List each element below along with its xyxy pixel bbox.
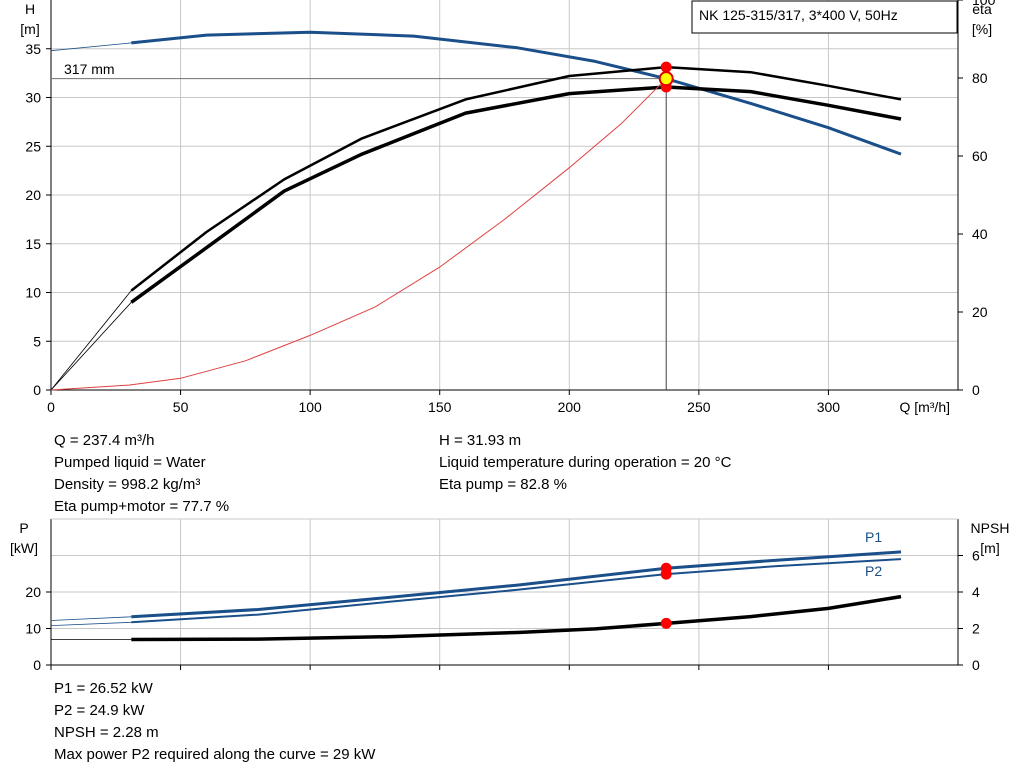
series-line bbox=[131, 550, 902, 619]
y-tick-label-left: 35 bbox=[25, 41, 41, 57]
x-tick-label: 200 bbox=[558, 399, 582, 415]
info-line: P2 = 24.9 kW bbox=[54, 702, 145, 719]
x-axis-label: Q [m³/h] bbox=[899, 399, 950, 415]
y-tick-label-right: 80 bbox=[972, 70, 988, 86]
operating-point-marker bbox=[658, 71, 674, 87]
y-tick-label-left: 20 bbox=[25, 187, 41, 203]
y-tick-label-right: 4 bbox=[972, 584, 980, 600]
y-axis-unit-right: [%] bbox=[972, 21, 992, 37]
y-tick-label-right: 40 bbox=[972, 226, 988, 242]
info-line: Pumped liquid = Water bbox=[54, 454, 206, 471]
y-axis-label-left: P bbox=[19, 520, 28, 536]
info-top-left: Q = 237.4 m³/h Pumped liquid = Water Den… bbox=[54, 430, 229, 518]
duty-point-marker bbox=[660, 617, 672, 629]
y-tick-label-left: 10 bbox=[25, 285, 41, 301]
info-line: NPSH = 2.28 m bbox=[54, 724, 159, 741]
info-line: Density = 998.2 kg/m³ bbox=[54, 476, 201, 493]
series-line bbox=[130, 65, 902, 292]
y-tick-label-right: 0 bbox=[972, 657, 980, 673]
info-line: Liquid temperature during operation = 20… bbox=[439, 454, 732, 471]
x-tick-label: 150 bbox=[428, 399, 452, 415]
series-line bbox=[131, 30, 902, 156]
curve-annotation: 317 mm bbox=[64, 61, 115, 77]
info-line: Q = 237.4 m³/h bbox=[54, 432, 155, 449]
y-tick-label-right: 60 bbox=[972, 148, 988, 164]
series-extrapolation-line bbox=[50, 302, 132, 391]
series-extrapolation-line bbox=[50, 42, 132, 52]
y-tick-label-left: 20 bbox=[25, 584, 41, 600]
info-top-right: H = 31.93 m Liquid temperature during op… bbox=[439, 430, 731, 496]
y-axis-unit-left: [m] bbox=[20, 21, 39, 37]
x-tick-label: 0 bbox=[47, 399, 55, 415]
info-bottom: P1 = 26.52 kW P2 = 24.9 kW NPSH = 2.28 m… bbox=[54, 678, 375, 766]
info-line: H = 31.93 m bbox=[439, 432, 522, 449]
y-axis-label-right: eta bbox=[972, 1, 992, 17]
series-line bbox=[130, 85, 902, 304]
y-tick-label-left: 10 bbox=[25, 621, 41, 637]
y-tick-label-left: 5 bbox=[33, 333, 41, 349]
info-line: P1 = 26.52 kW bbox=[54, 680, 153, 697]
y-tick-label-left: 0 bbox=[33, 382, 41, 398]
chart-title: NK 125-315/317, 3*400 V, 50Hz bbox=[699, 7, 898, 23]
y-tick-label-right: 0 bbox=[972, 382, 980, 398]
y-tick-label-right: 6 bbox=[972, 548, 980, 564]
y-tick-label-left: 0 bbox=[33, 657, 41, 673]
y-axis-unit-right: [m] bbox=[980, 540, 999, 556]
y-tick-label-left: 30 bbox=[25, 90, 41, 106]
info-line: Eta pump+motor = 77.7 % bbox=[54, 498, 230, 515]
info-line: Max power P2 required along the curve = … bbox=[54, 746, 376, 763]
info-line: Eta pump = 82.8 % bbox=[439, 476, 567, 493]
series-label-p2: P2 bbox=[865, 563, 882, 579]
y-tick-label-right: 2 bbox=[972, 621, 980, 637]
y-axis-label-left: H bbox=[25, 1, 35, 17]
duty-point-marker bbox=[660, 568, 672, 580]
series-extrapolation-line bbox=[50, 621, 132, 626]
series-extrapolation-line bbox=[50, 290, 132, 391]
x-tick-label: 50 bbox=[173, 399, 189, 415]
x-tick-label: 100 bbox=[298, 399, 322, 415]
y-tick-label-right: 100 bbox=[972, 0, 996, 8]
series-line bbox=[131, 558, 902, 624]
series-label-p1: P1 bbox=[865, 529, 882, 545]
chart-title-box bbox=[691, 0, 958, 34]
system-curve-line bbox=[50, 78, 667, 391]
y-tick-label-left: 25 bbox=[25, 138, 41, 154]
y-axis-unit-left: [kW] bbox=[10, 540, 38, 556]
series-extrapolation-line bbox=[50, 616, 132, 621]
y-axis-label-right: NPSH bbox=[971, 520, 1010, 536]
series-line bbox=[131, 594, 902, 642]
duty-point-marker bbox=[660, 61, 672, 73]
x-tick-label: 250 bbox=[687, 399, 711, 415]
y-tick-label-left: 15 bbox=[25, 236, 41, 252]
x-tick-label: 300 bbox=[817, 399, 841, 415]
y-tick-label-right: 20 bbox=[972, 304, 988, 320]
